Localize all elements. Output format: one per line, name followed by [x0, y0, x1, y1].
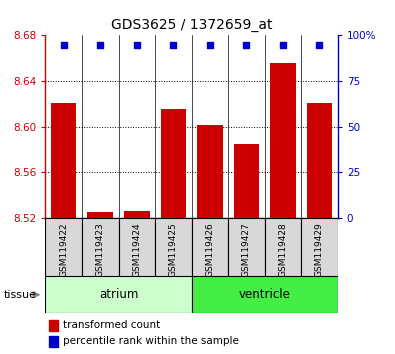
Bar — [118, 218, 155, 276]
Text: ventricle: ventricle — [239, 288, 291, 301]
Point — [207, 42, 213, 47]
Bar — [301, 218, 338, 276]
Bar — [270, 63, 296, 218]
Point — [170, 42, 177, 47]
Bar — [87, 212, 113, 218]
Text: GSM119427: GSM119427 — [242, 222, 251, 277]
Text: GSM119428: GSM119428 — [278, 222, 288, 277]
Point — [316, 42, 323, 47]
Bar — [192, 276, 338, 313]
Text: GSM119425: GSM119425 — [169, 222, 178, 277]
Title: GDS3625 / 1372659_at: GDS3625 / 1372659_at — [111, 18, 272, 32]
Point — [243, 42, 250, 47]
Text: tissue: tissue — [4, 290, 37, 300]
Text: GSM119423: GSM119423 — [96, 222, 105, 277]
Bar — [307, 103, 332, 218]
Text: transformed count: transformed count — [63, 320, 160, 330]
Bar — [124, 211, 150, 218]
Text: atrium: atrium — [99, 288, 138, 301]
Bar — [192, 218, 228, 276]
Bar — [228, 218, 265, 276]
Bar — [82, 218, 118, 276]
Bar — [197, 125, 223, 218]
Text: GSM119426: GSM119426 — [205, 222, 214, 277]
Bar — [45, 276, 192, 313]
Bar — [265, 218, 301, 276]
Bar — [160, 109, 186, 218]
Point — [60, 42, 67, 47]
Text: percentile rank within the sample: percentile rank within the sample — [63, 336, 239, 346]
Bar — [45, 218, 82, 276]
Text: GSM119429: GSM119429 — [315, 222, 324, 277]
Text: GSM119424: GSM119424 — [132, 222, 141, 277]
Point — [97, 42, 103, 47]
Text: GSM119422: GSM119422 — [59, 222, 68, 277]
Bar — [51, 103, 77, 218]
Point — [280, 42, 286, 47]
Bar — [155, 218, 192, 276]
Point — [134, 42, 140, 47]
Bar — [233, 144, 259, 218]
